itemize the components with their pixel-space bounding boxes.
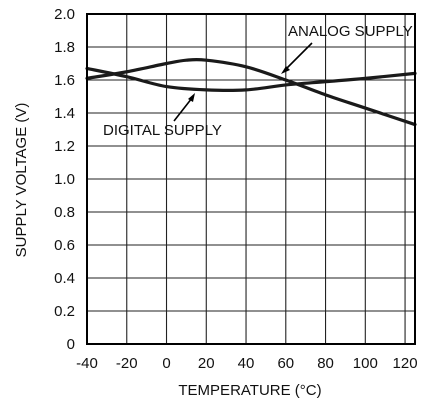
y-tick-label: 0.8 — [54, 204, 75, 221]
y-tick-labels: 0 0.2 0.4 0.6 0.8 1.0 1.2 1.4 1.6 1.8 2.0 — [54, 6, 75, 353]
x-tick-label: 60 — [277, 355, 294, 372]
y-tick-label: 1.6 — [54, 72, 75, 89]
plot-frame — [86, 13, 416, 345]
y-tick-label: 1.0 — [54, 171, 75, 188]
x-tick-label: 40 — [238, 355, 255, 372]
analog-supply-arrow — [284, 42, 313, 71]
x-tick-label: 0 — [162, 355, 170, 372]
series-curves — [85, 57, 417, 127]
y-tick-label: 2.0 — [54, 6, 75, 23]
y-tick-label: 1.8 — [54, 39, 75, 56]
analog-supply-arrowhead — [281, 66, 290, 74]
digital-supply-arrow — [173, 97, 193, 122]
grid — [86, 13, 415, 345]
y-tick-label: 1.4 — [54, 105, 75, 122]
y-tick-label: 0.2 — [54, 303, 75, 320]
x-tick-label: 80 — [317, 355, 334, 372]
x-tick-label: -40 — [76, 355, 98, 372]
digital-supply-label: DIGITAL SUPPLY — [103, 122, 222, 139]
x-tick-label: 20 — [198, 355, 215, 372]
y-tick-label: 0 — [67, 336, 75, 353]
analog-supply-curve — [85, 57, 417, 127]
analog-supply-label: ANALOG SUPPLY — [288, 23, 413, 40]
y-tick-label: 0.6 — [54, 237, 75, 254]
x-tick-label: 100 — [353, 355, 378, 372]
x-axis-title: TEMPERATURE (°C) — [178, 382, 321, 399]
y-tick-label: 1.2 — [54, 138, 75, 155]
digital-supply-arrowhead — [188, 93, 195, 102]
x-tick-label: 120 — [393, 355, 418, 372]
y-axis-title: SUPPLY VOLTAGE (V) — [13, 103, 30, 258]
digital-supply-curve — [85, 66, 417, 93]
x-tick-labels: -40 -20 0 20 40 60 80 100 120 — [76, 355, 417, 372]
y-tick-label: 0.4 — [54, 270, 75, 287]
x-tick-label: -20 — [116, 355, 138, 372]
